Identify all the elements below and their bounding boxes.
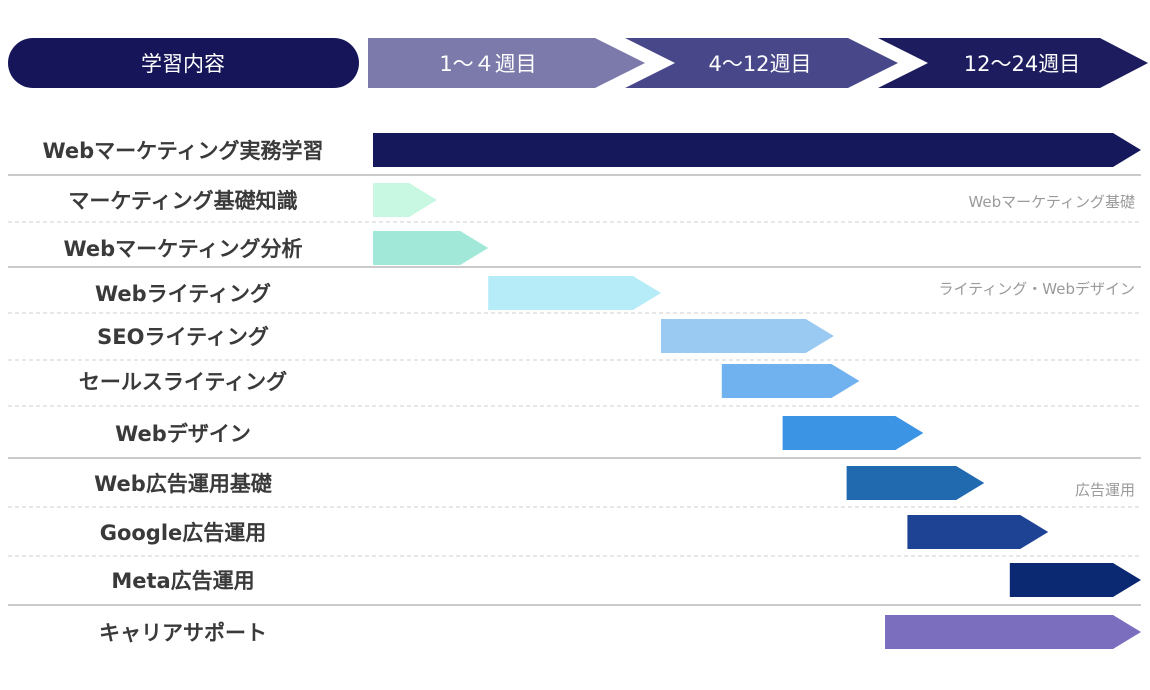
- period-label-1: 1～４週目: [439, 52, 536, 76]
- period-arrow-3: [878, 38, 1148, 88]
- schedule-bar: [782, 416, 924, 450]
- schedule-bars: [373, 133, 1141, 649]
- schedule-bar: [373, 231, 489, 265]
- group-label: Webマーケティング基礎: [968, 193, 1135, 211]
- schedule-bar: [661, 319, 834, 353]
- schedule-bar: [721, 364, 860, 398]
- row-label: Web広告運用基礎: [94, 472, 272, 496]
- header-label: 学習内容: [141, 52, 225, 76]
- period-arrow-2: [625, 38, 898, 88]
- row-label: Webライティング: [95, 282, 271, 306]
- schedule-bar: [885, 615, 1141, 649]
- schedule-bar: [907, 515, 1049, 549]
- row-label: Webマーケティング分析: [63, 237, 302, 261]
- schedule-bar: [1009, 563, 1141, 597]
- row-dividers: [8, 174, 1141, 606]
- schedule-bar: [846, 466, 985, 500]
- header-label-pill: [8, 38, 359, 88]
- period-arrow-1: [368, 38, 645, 88]
- schedule-bar: [373, 133, 1141, 167]
- row-label: Meta広告運用: [111, 569, 254, 593]
- schedule-bar: [488, 276, 661, 310]
- row-label: Google広告運用: [100, 521, 267, 545]
- row-label: マーケティング基礎知識: [68, 189, 297, 213]
- row-label: Webマーケティング実務学習: [42, 139, 323, 163]
- period-label-3: 12～24週目: [964, 52, 1080, 76]
- row-label: セールスライティング: [79, 370, 287, 394]
- row-label: キャリアサポート: [99, 621, 267, 645]
- period-label-2: 4～12週目: [708, 52, 811, 76]
- row-label: Webデザイン: [115, 422, 251, 446]
- header: 学習内容 1～４週目 4～12週目 12～24週目: [8, 38, 1148, 88]
- row-label: SEOライティング: [97, 325, 269, 349]
- schedule-bar: [373, 183, 437, 217]
- group-label: 広告運用: [1075, 481, 1135, 499]
- group-label: ライティング・Webデザイン: [938, 280, 1135, 298]
